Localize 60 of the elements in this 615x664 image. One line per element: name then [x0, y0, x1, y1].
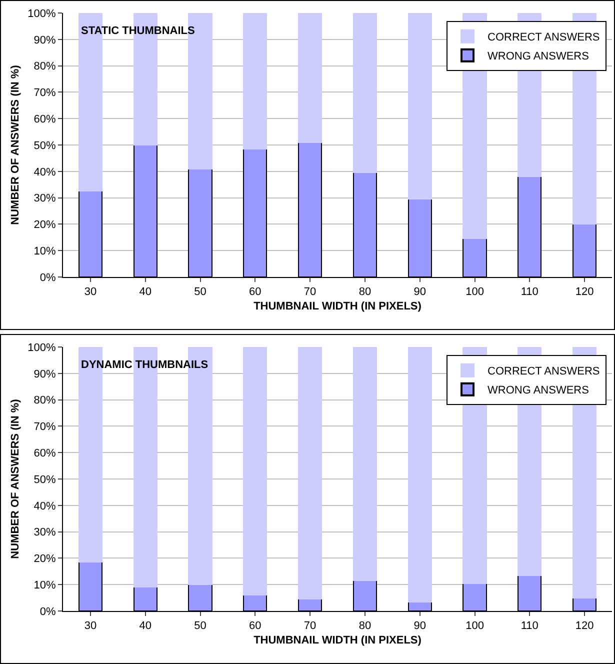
text: STATIC THUMBNAILS: [81, 25, 195, 37]
y-tick-label: 90%: [34, 368, 56, 380]
y-tick-label: 100%: [28, 342, 56, 354]
x-tick-label: 60: [249, 620, 262, 632]
x-tick-label: 90: [414, 620, 426, 632]
bar: [298, 347, 322, 600]
y-tick-label: 80%: [34, 394, 56, 407]
x-tick-label: 30: [84, 286, 97, 298]
bar: [298, 13, 322, 143]
y-tick-label: 0%: [40, 606, 56, 618]
x-tick-label: 110: [520, 286, 538, 298]
x-tick-label: 30: [84, 620, 97, 632]
x-tick-label: 110: [520, 620, 538, 632]
y-tick-label: 90%: [34, 34, 56, 46]
y-tick-label: 80%: [34, 60, 56, 73]
legend-label: CORRECT ANSWERS: [488, 366, 600, 378]
x-tick-label: 120: [575, 620, 594, 632]
y-tick-label: 30%: [34, 526, 56, 539]
y-tick-label: 10%: [34, 579, 56, 592]
x-tick-label: 40: [139, 620, 152, 632]
text: DYNAMIC THUMBNAILS: [81, 359, 208, 371]
bar: [352, 347, 377, 582]
y-tick-label: 60%: [34, 447, 56, 460]
x-axis-title: THUMBNAIL WIDTH (IN PIXELS): [254, 634, 422, 646]
y-tick-label: 20%: [34, 219, 56, 232]
x-tick-label: 80: [358, 620, 372, 632]
y-tick-label: 50%: [34, 140, 56, 152]
y-tick-label: 10%: [34, 245, 56, 258]
x-tick-label: 50: [194, 620, 206, 632]
y-tick-label: 20%: [34, 553, 56, 566]
y-tick-label: 40%: [34, 166, 56, 178]
x-tick-label: 50: [194, 286, 206, 298]
x-tick-label: 70: [304, 620, 316, 632]
x-tick-label: 80: [358, 286, 372, 298]
legend-label: WRONG ANSWERS: [488, 50, 589, 63]
y-axis-title: NUMBER OF ANSWERS (IN %): [9, 398, 22, 559]
y-tick-label: 30%: [34, 192, 56, 205]
bar: [352, 13, 377, 174]
y-tick-label: 100%: [28, 8, 56, 20]
y-tick-label: 60%: [34, 113, 56, 126]
x-tick-label: 40: [139, 286, 152, 298]
y-axis-title: NUMBER OF ANSWERS (IN %): [9, 64, 22, 225]
y-tick-label: 70%: [34, 421, 56, 434]
x-tick-label: 100: [466, 620, 484, 632]
legend-label: CORRECT ANSWERS: [488, 32, 600, 44]
bar: [243, 13, 268, 150]
x-tick-label: 100: [466, 286, 484, 298]
bar: [408, 13, 432, 200]
y-tick-label: 40%: [34, 500, 56, 512]
y-tick-label: 50%: [34, 474, 56, 486]
x-tick-label: 60: [249, 286, 262, 298]
legend-label: WRONG ANSWERS: [488, 384, 589, 397]
x-tick-label: 90: [414, 286, 426, 298]
x-axis-title: THUMBNAIL WIDTH (IN PIXELS): [254, 300, 422, 312]
bar: [408, 347, 432, 602]
x-tick-label: 70: [304, 286, 316, 298]
y-tick-label: 0%: [40, 272, 56, 284]
y-tick-label: 70%: [34, 87, 56, 100]
bar: [243, 347, 268, 596]
x-tick-label: 120: [575, 286, 594, 298]
